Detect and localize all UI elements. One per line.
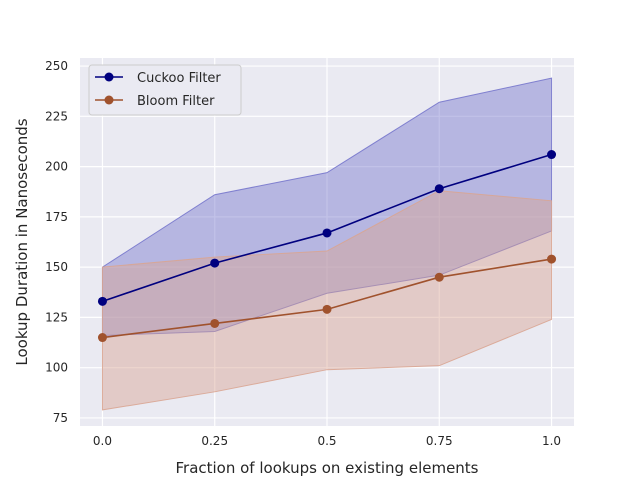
cuckoo-filter-point bbox=[97, 296, 107, 306]
y-tick-label: 75 bbox=[53, 411, 68, 425]
y-tick-labels: 75 100 125 150 175 200 225 250 bbox=[45, 59, 68, 425]
legend-box bbox=[88, 64, 242, 116]
y-tick-label: 225 bbox=[45, 109, 68, 123]
y-tick-label: 100 bbox=[45, 361, 68, 375]
grid-lines bbox=[80, 58, 574, 426]
y-axis-label: Lookup Duration in Nanoseconds bbox=[13, 118, 31, 365]
y-tick-label: 125 bbox=[45, 310, 68, 324]
cuckoo-filter-point bbox=[547, 150, 557, 160]
cuckoo-filter-point bbox=[322, 228, 332, 238]
y-tick-label: 150 bbox=[45, 260, 68, 274]
bloom-filter-point bbox=[434, 272, 444, 282]
x-tick-label: 0.25 bbox=[201, 434, 228, 448]
bloom-filter-point bbox=[547, 254, 557, 264]
cuckoo-filter-legend-marker bbox=[104, 72, 114, 82]
series-markers bbox=[97, 150, 557, 343]
x-axis-label: Fraction of lookups on existing elements bbox=[175, 459, 478, 477]
bloom-filter-point bbox=[322, 304, 332, 314]
bloom-filter-point bbox=[97, 333, 107, 343]
confidence-bands bbox=[101, 77, 553, 411]
y-tick-label: 200 bbox=[45, 160, 68, 174]
y-tick-label: 175 bbox=[45, 210, 68, 224]
legend: Cuckoo Filter Bloom Filter bbox=[88, 64, 242, 116]
cuckoo-filter-point bbox=[210, 258, 220, 268]
x-tick-label: 0.75 bbox=[426, 434, 453, 448]
x-tick-label: 0.0 bbox=[93, 434, 112, 448]
bloom-filter-band bbox=[101, 190, 553, 411]
x-tick-labels: 0.0 0.25 0.5 0.75 1.0 bbox=[93, 434, 561, 448]
cuckoo-filter-legend-label: Cuckoo Filter bbox=[137, 71, 221, 86]
cuckoo-filter-point bbox=[434, 184, 444, 194]
bloom-filter-point bbox=[210, 318, 220, 328]
bloom-filter-legend-label: Bloom Filter bbox=[137, 94, 215, 109]
x-tick-label: 0.5 bbox=[317, 434, 336, 448]
bloom-filter-legend-marker bbox=[104, 95, 114, 105]
x-tick-label: 1.0 bbox=[542, 434, 561, 448]
y-tick-label: 250 bbox=[45, 59, 68, 73]
